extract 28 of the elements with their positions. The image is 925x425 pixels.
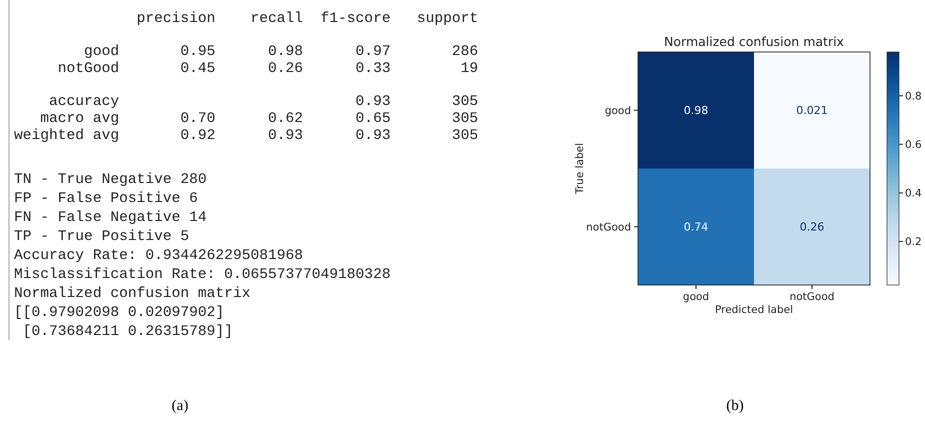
text: TP - True Positive 5 xyxy=(14,229,190,245)
x-axis-title: Predicted label xyxy=(714,304,794,316)
text: FN - False Negative 14 xyxy=(14,210,207,226)
color-bar-label: 0.8 xyxy=(905,90,922,102)
text: Misclassification Rate: 0.06557377049180328 xyxy=(14,267,391,283)
data-label: 0.26 xyxy=(800,220,824,234)
text: FP - False Positive 6 xyxy=(14,191,198,207)
color-bar-label: 0.6 xyxy=(905,139,922,151)
text: good 0.95 0.98 0.97 286 xyxy=(14,44,478,60)
text: weighted avg 0.92 0.93 0.93 305 xyxy=(14,128,478,144)
text: precision recall f1-score support xyxy=(14,11,478,27)
text: (a) xyxy=(172,398,188,414)
text: TN - True Negative 280 xyxy=(14,172,207,188)
color-bar-label: 0.4 xyxy=(905,188,922,200)
data-label: 0.021 xyxy=(796,104,828,118)
color-bar-label: 0.2 xyxy=(905,236,922,248)
text: notGood 0.45 0.26 0.33 19 xyxy=(14,61,478,77)
data-label: 0.98 xyxy=(684,104,708,118)
text: [[0.97902098 0.02097902] xyxy=(14,305,224,321)
chart-title: Normalized confusion matrix xyxy=(664,34,844,49)
text: macro avg 0.70 0.62 0.65 305 xyxy=(14,111,478,127)
text: Normalized confusion matrix xyxy=(14,286,251,302)
text: [0.73684211 0.26315789]] xyxy=(14,324,233,340)
text: accuracy 0.93 305 xyxy=(14,94,478,110)
text: (b) xyxy=(726,398,744,414)
data-label: 0.74 xyxy=(684,220,708,234)
y-axis-title: True label xyxy=(574,142,586,196)
text: Accuracy Rate: 0.9344262295081968 xyxy=(14,248,304,264)
